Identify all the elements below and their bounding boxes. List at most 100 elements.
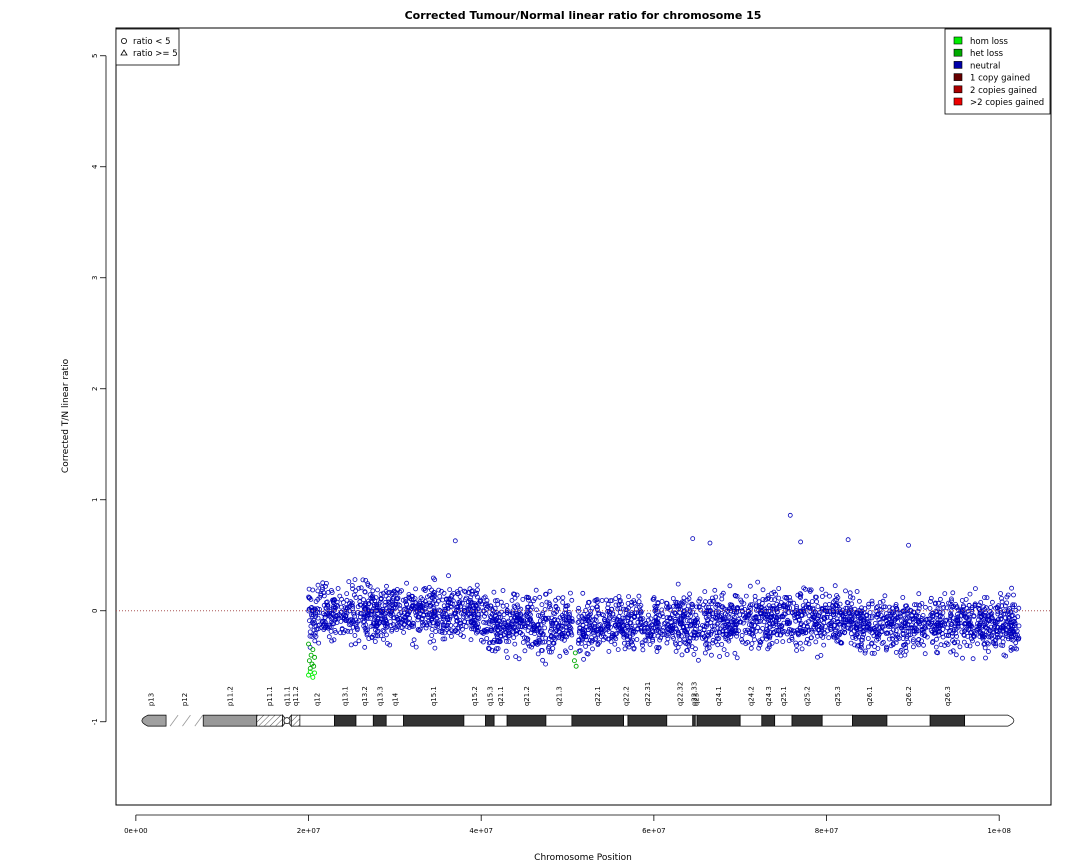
data-point (971, 613, 977, 619)
data-point (968, 624, 974, 630)
data-point (339, 596, 344, 602)
data-point (986, 634, 992, 640)
data-point (504, 603, 510, 608)
data-point (791, 600, 797, 606)
data-point (516, 613, 522, 619)
data-point (515, 602, 520, 608)
data-point (616, 602, 622, 607)
data-point (876, 624, 882, 630)
data-point (756, 645, 762, 651)
data-point (446, 630, 452, 635)
data-point (869, 598, 875, 604)
data-point (605, 601, 611, 607)
data-point (726, 638, 732, 644)
data-point (524, 635, 529, 641)
data-point (515, 627, 520, 633)
data-point (961, 639, 967, 645)
data-point (631, 598, 637, 603)
data-point (328, 629, 334, 634)
data-point (921, 642, 926, 648)
data-point (576, 640, 581, 646)
data-point (898, 653, 904, 659)
data-point (767, 620, 772, 626)
data-point (743, 593, 749, 599)
data-point (677, 610, 683, 616)
data-point (872, 644, 877, 649)
data-point (411, 623, 417, 629)
data-point (429, 594, 435, 600)
data-point (323, 600, 329, 605)
data-point (916, 591, 922, 597)
data-point (917, 602, 922, 608)
data-point (370, 588, 376, 594)
data-point (961, 632, 967, 638)
data-point (957, 644, 963, 650)
data-point (915, 628, 921, 634)
data-point (719, 596, 725, 602)
data-point (702, 589, 708, 594)
data-point (632, 610, 637, 616)
data-point (843, 588, 848, 594)
y-tick-label: 3 (91, 276, 99, 280)
data-point (900, 595, 906, 600)
data-point (641, 629, 647, 635)
data-point (713, 594, 719, 600)
data-point (452, 628, 458, 634)
state-legend-item: neutral (970, 61, 1000, 71)
data-point (697, 625, 703, 631)
data-point (554, 621, 560, 626)
data-point (532, 596, 538, 601)
data-point (859, 645, 864, 650)
data-point (707, 611, 713, 617)
data-point (524, 594, 530, 600)
data-point (365, 598, 371, 604)
data-point (843, 605, 849, 611)
data-point (693, 646, 698, 652)
data-point (722, 625, 728, 630)
data-point (449, 601, 455, 607)
ideogram-band-label: q13.3 (376, 686, 384, 706)
data-point (653, 605, 659, 611)
data-point (595, 641, 601, 647)
data-point (378, 633, 384, 639)
data-point (799, 646, 805, 652)
data-point (510, 618, 516, 624)
data-point (317, 595, 323, 600)
data-point (437, 629, 443, 634)
data-point (605, 623, 610, 629)
data-point (639, 629, 645, 635)
data-point (528, 601, 534, 607)
data-point (562, 648, 568, 654)
data-point (636, 599, 642, 604)
ideogram-band (334, 714, 357, 727)
data-point (520, 597, 526, 602)
data-point (867, 628, 873, 634)
data-point (696, 632, 702, 638)
data-point (686, 596, 692, 602)
data-point (377, 599, 383, 605)
data-point (967, 643, 973, 649)
data-point (989, 635, 995, 641)
data-point (821, 614, 827, 620)
data-point (569, 597, 575, 603)
data-point (331, 637, 337, 643)
ideogram-band (545, 714, 573, 727)
data-point (976, 605, 982, 611)
data-point (785, 629, 791, 635)
data-point (548, 629, 553, 634)
data-point (366, 636, 372, 641)
data-point (404, 580, 410, 586)
data-point (454, 589, 460, 594)
data-point (1011, 629, 1017, 635)
data-point (601, 628, 607, 633)
data-point (509, 598, 515, 603)
data-point (847, 617, 852, 622)
data-point (1016, 623, 1022, 629)
data-point (701, 627, 707, 632)
data-point (765, 593, 771, 598)
data-point (933, 601, 938, 607)
data-point (1011, 592, 1016, 598)
data-point (946, 628, 952, 634)
data-point (906, 632, 912, 638)
data-point (596, 611, 602, 617)
